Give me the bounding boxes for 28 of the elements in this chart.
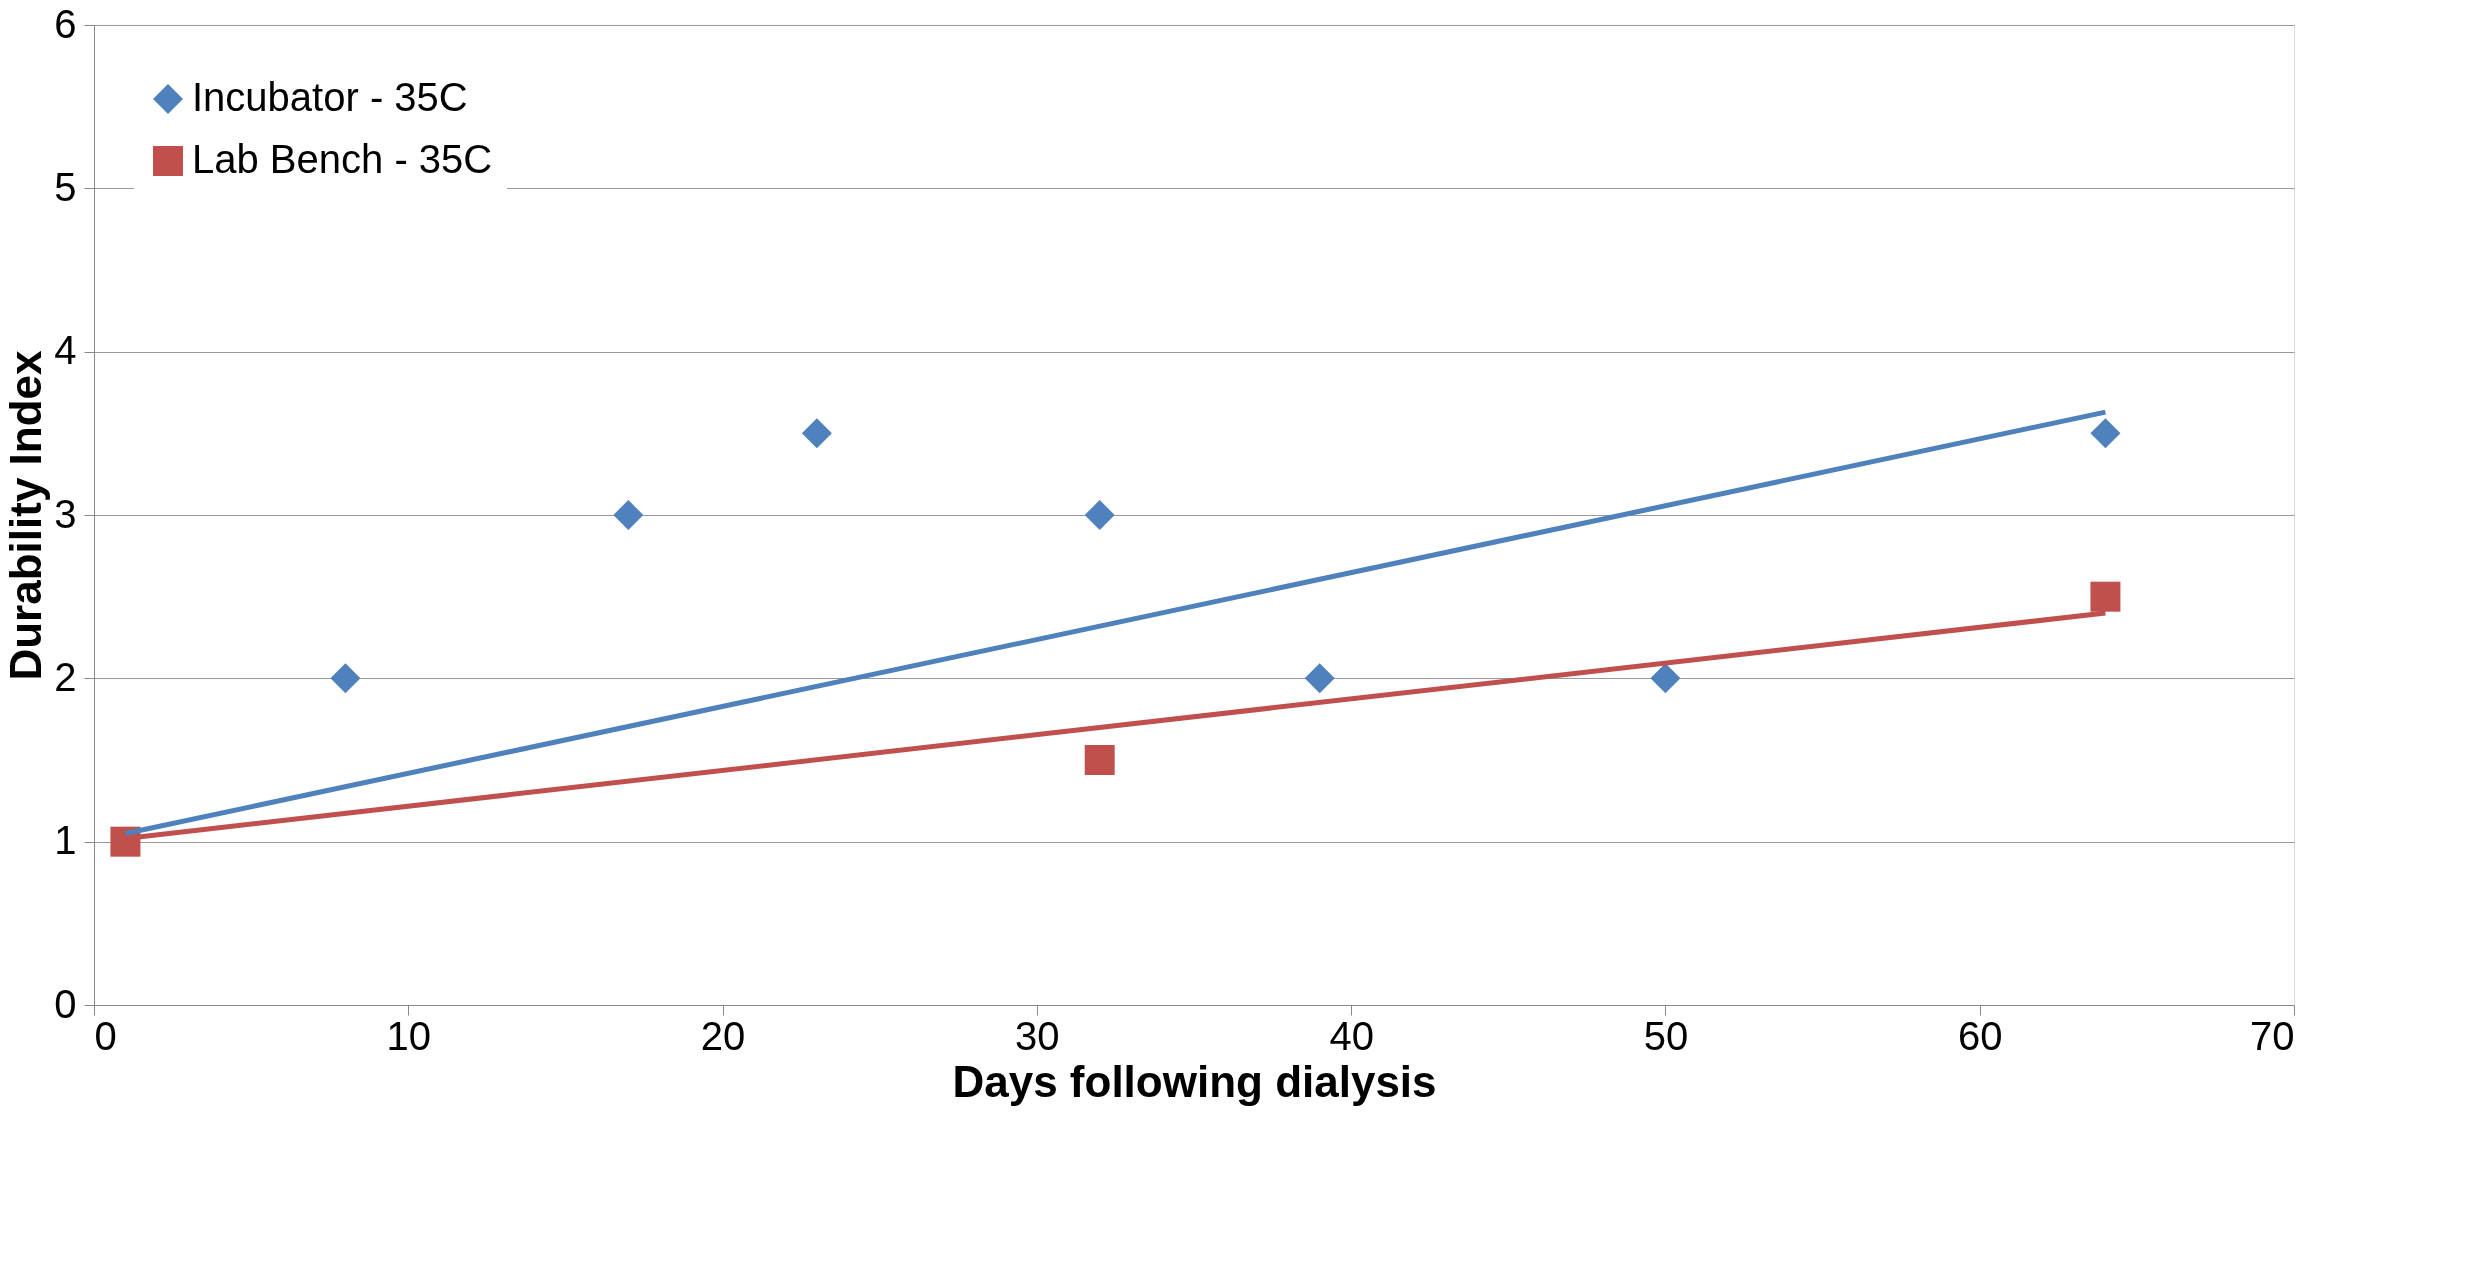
x-tick-label: 60 <box>1957 1013 2003 1058</box>
y-tick-label: 0 <box>54 981 77 1026</box>
point <box>613 500 644 530</box>
y-axis-title: Durability Index <box>1 349 51 681</box>
x-tick-label: 10 <box>386 1013 432 1058</box>
point <box>1304 663 1335 694</box>
x-axis-title: Days following dialysis <box>952 1056 1437 1106</box>
x-tick-label: 50 <box>1643 1013 1689 1058</box>
point <box>801 418 832 449</box>
y-tick-label: 4 <box>54 328 77 373</box>
point <box>330 663 361 694</box>
legend-label: Lab Bench - 35C <box>192 137 493 181</box>
x-tick-label: 20 <box>700 1013 746 1058</box>
point <box>1650 663 1681 694</box>
point <box>2090 581 2121 612</box>
legend-label: Incubator - 35C <box>192 75 468 119</box>
point <box>1084 500 1115 530</box>
y-tick-label: 3 <box>54 491 77 536</box>
y-tick-label: 5 <box>54 164 77 209</box>
x-tick-label: 0 <box>94 1013 117 1058</box>
x-tick-label: 40 <box>1329 1013 1374 1058</box>
y-tick-label: 6 <box>54 1 77 46</box>
x-tick-label: 30 <box>1015 1013 1060 1058</box>
x-tick-label: 70 <box>2250 1013 2295 1058</box>
y-tick-label: 1 <box>54 818 77 863</box>
point <box>2090 418 2121 449</box>
y-tick-label: 2 <box>54 654 77 699</box>
point <box>1084 745 1115 775</box>
